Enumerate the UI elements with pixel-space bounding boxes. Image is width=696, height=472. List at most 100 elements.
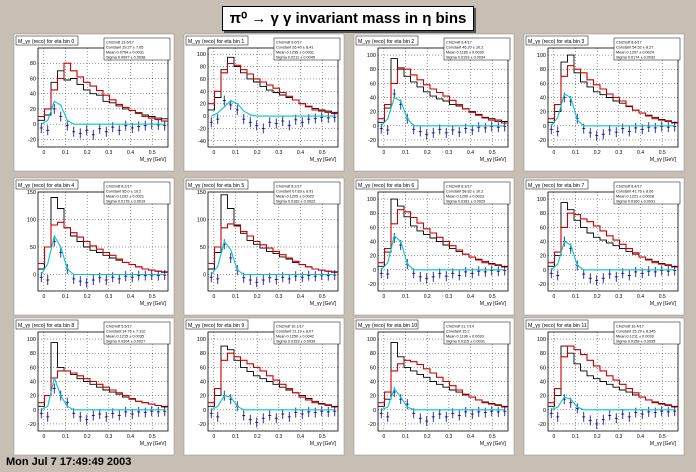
y-tick-label: -40 — [198, 139, 206, 145]
stats-line: Mean 0.1221 ± 0.0028 — [616, 195, 654, 199]
y-tick-label: 80 — [540, 211, 546, 217]
date-stamp: Mon Jul 7 17:49:49 2003 — [6, 456, 132, 468]
x-axis-label: M_γγ [GeV] — [140, 157, 167, 163]
panel-title-box — [185, 35, 249, 46]
stats-line: Chi2/ndf 10.4/17 — [616, 325, 644, 329]
stats-line: Mean 0.1200 ± 0.0023 — [446, 195, 484, 199]
x-tick-label: 0 — [42, 434, 45, 440]
stats-line: Sigma 0.0182 ± 0.0022 — [276, 200, 315, 204]
series-cyan-fit — [381, 387, 505, 411]
panel-title-box — [525, 319, 589, 330]
x-tick-label: 0.2 — [424, 150, 431, 156]
series-red-histogram — [38, 221, 168, 273]
y-tick-label: 0 — [543, 408, 546, 414]
x-tick-label: 0.4 — [127, 150, 134, 156]
chart-panel-4: M_γγ (reco) for eta bin 4 0 50 100 150 0 0.1 0.… — [13, 177, 175, 316]
x-tick-label: 0.3 — [105, 150, 112, 156]
y-tick-label: 100 — [537, 337, 546, 343]
x-tick-label: 0.3 — [615, 294, 622, 300]
series-cyan-fit — [551, 396, 675, 411]
series-cyan-fit — [380, 234, 505, 271]
y-tick-label: 50 — [200, 245, 206, 251]
y-tick-label: 0 — [543, 124, 546, 130]
x-tick-label: 0.4 — [127, 434, 134, 440]
chart-panel-3: M_γγ (reco) for eta bin 3 -20 0 20 40 60 80 100… — [523, 33, 685, 172]
stats-line: Chi2/ndf 10.1/17 — [276, 325, 304, 329]
series-cyan-fit — [550, 93, 675, 127]
x-tick-label: 0 — [382, 434, 385, 440]
series-red-histogram — [548, 345, 678, 408]
stats-box — [273, 181, 341, 205]
panel-title: M_γγ (reco) for eta bin 7 — [528, 183, 584, 189]
x-tick-label: 0.2 — [84, 150, 91, 156]
stats-line: Mean 0.1180 ± 0.0030 — [446, 51, 484, 55]
x-tick-label: 0.3 — [105, 434, 112, 440]
y-tick-label: 60 — [370, 225, 376, 231]
series-red-histogram — [208, 62, 338, 115]
series-red-histogram — [38, 62, 168, 122]
chart-panel-0: M_γγ (reco) for eta bin 0 -20 0 20 40 60 80 0 0.… — [13, 33, 175, 172]
y-tick-label: 0 — [203, 114, 206, 120]
y-tick-label: 20 — [370, 254, 376, 260]
stats-box — [443, 181, 511, 205]
x-tick-label: 0.3 — [445, 434, 452, 440]
stats-box — [103, 37, 171, 61]
x-tick-label: 0.4 — [467, 150, 474, 156]
x-tick-label: 0.3 — [445, 294, 452, 300]
stats-line: Mean 0.1235 ± 0.0031 — [276, 51, 314, 55]
x-axis-label: M_γγ [GeV] — [480, 157, 507, 163]
stats-line: Constant 25.29 ± 8.345 — [616, 330, 655, 334]
x-tick-label: 0 — [42, 150, 45, 156]
y-tick-label: 40 — [370, 380, 376, 386]
x-tick-label: 0.3 — [615, 434, 622, 440]
stats-line: Chi2/ndf 9.0/17 — [276, 41, 302, 45]
x-tick-label: 0.4 — [467, 294, 474, 300]
y-tick-label: 100 — [537, 197, 546, 203]
y-tick-label: -20 — [198, 422, 206, 428]
x-tick-label: 0 — [212, 294, 215, 300]
x-axis-label: M_γγ [GeV] — [310, 301, 337, 307]
stats-line: Chi2/ndf 8.6/17 — [616, 41, 642, 45]
stats-line: Chi2/ndf 8.3/17 — [446, 185, 472, 189]
x-tick-label: 0.5 — [659, 150, 666, 156]
y-tick-label: 40 — [30, 380, 36, 386]
x-tick-label: 0.2 — [594, 150, 601, 156]
y-tick-label: 60 — [540, 225, 546, 231]
y-tick-label: 100 — [367, 53, 376, 59]
x-tick-label: 0 — [382, 150, 385, 156]
x-tick-label: 0.2 — [424, 434, 431, 440]
x-tick-label: 0.2 — [424, 294, 431, 300]
x-axis-label: M_γγ [GeV] — [480, 301, 507, 307]
stats-line: Constant 41.76 ± 8.06 — [616, 190, 653, 194]
series-red-histogram — [548, 212, 678, 268]
panel-title: M_γγ (reco) for eta bin 1 — [188, 39, 244, 45]
x-tick-label: 0.3 — [275, 434, 282, 440]
x-axis-label: M_γγ [GeV] — [650, 301, 677, 307]
stats-box — [613, 181, 681, 205]
series-black-histogram — [548, 345, 678, 407]
x-tick-label: 0.1 — [572, 434, 579, 440]
y-tick-label: -20 — [368, 422, 376, 428]
stats-line: Constant 14.76 ± 7.112 — [106, 330, 145, 334]
x-tick-label: 0.4 — [637, 294, 644, 300]
y-tick-label: 100 — [197, 337, 206, 343]
stats-line: Sigma 0.0097 ± 0.0038 — [106, 56, 145, 60]
series-black-histogram — [208, 56, 338, 113]
x-tick-label: 0.2 — [84, 434, 91, 440]
x-tick-label: 0.5 — [319, 150, 326, 156]
panel-title: M_γγ (reco) for eta bin 10 — [358, 323, 417, 329]
y-tick-label: 100 — [367, 337, 376, 343]
panel-title-box — [525, 35, 589, 46]
x-axis-label: M_γγ [GeV] — [650, 157, 677, 163]
x-tick-label: 0.4 — [467, 434, 474, 440]
series-cyan-fit — [41, 376, 165, 411]
y-tick-label: 20 — [200, 102, 206, 108]
y-tick-label: 80 — [200, 65, 206, 71]
x-tick-label: 0.1 — [232, 294, 239, 300]
panel-title: M_γγ (reco) for eta bin 8 — [18, 323, 74, 329]
stats-line: Constant 58.82 ± 10.2 — [446, 190, 483, 194]
stats-line: Chi2/ndf 8.4/17 — [616, 185, 642, 189]
x-tick-label: 0.4 — [297, 294, 304, 300]
x-tick-label: 0.2 — [254, 150, 261, 156]
